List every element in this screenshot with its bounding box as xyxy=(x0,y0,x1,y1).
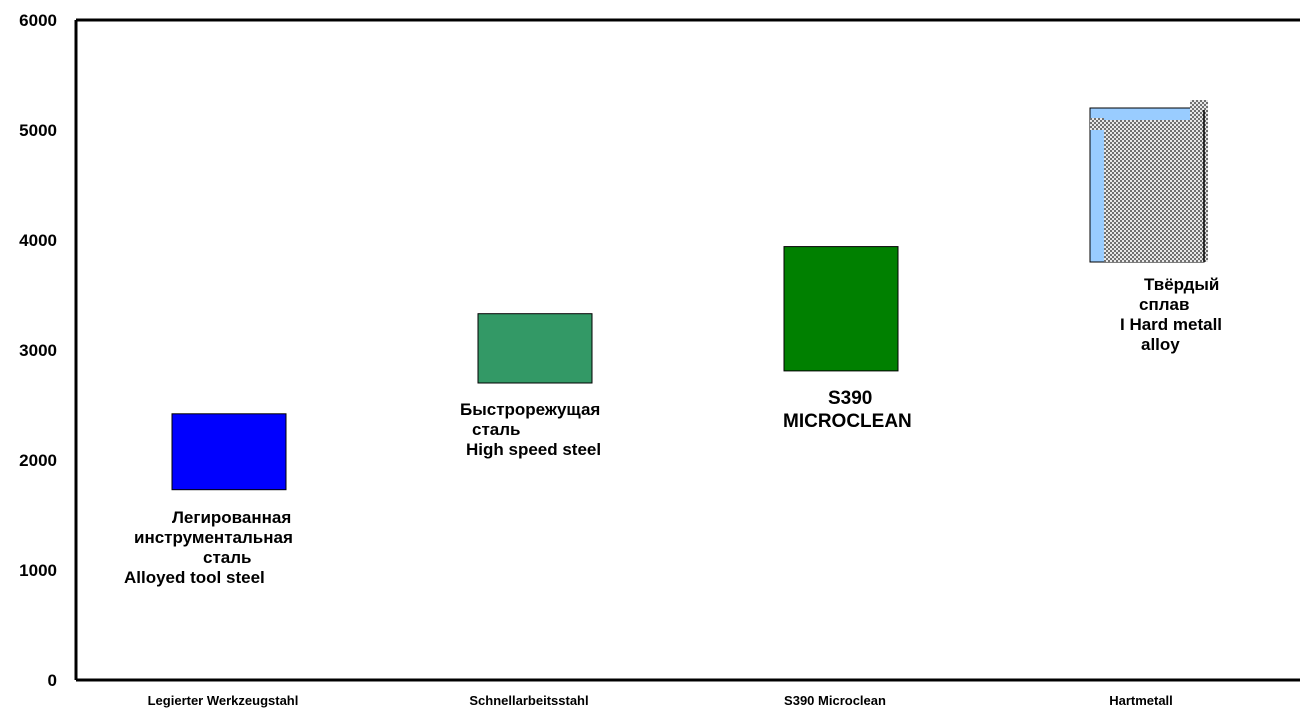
bar-hatch-overlay xyxy=(1090,118,1104,130)
annotation-line: Быстрорежущая xyxy=(460,400,601,419)
x-tick-label: Legierter Werkzeugstahl xyxy=(148,693,299,708)
annotation-line: инструментальная xyxy=(134,528,293,547)
annotation-line: S390 xyxy=(828,388,873,409)
x-tick-label: Hartmetall xyxy=(1109,693,1173,708)
annotation-s390-microclean: S390 MICROCLEAN xyxy=(783,387,943,433)
annotation-line: Alloyed tool steel xyxy=(124,568,265,587)
annotation-line: MICROCLEAN xyxy=(783,411,912,432)
axes-group xyxy=(74,18,1300,682)
annotation-hard-metall-alloy: Твёрдый сплав I Hard metall alloy xyxy=(1120,275,1280,355)
annotation-alloyed-tool-steel: Легированная инструментальная сталь Allo… xyxy=(124,508,364,588)
x-tick-label: S390 Microclean xyxy=(784,693,886,708)
annotation-line: сталь xyxy=(203,548,252,567)
y-tick-labels: 0 1000 2000 3000 4000 5000 6000 xyxy=(19,11,57,690)
annotation-line: сплав xyxy=(1139,295,1190,314)
y-tick-label: 0 xyxy=(48,671,57,690)
bar-s390-microclean xyxy=(783,246,899,372)
bar-schnellarbeitsstahl xyxy=(477,313,593,384)
bar-legierter-werkzeugstahl xyxy=(171,413,287,491)
annotation-line: Легированная xyxy=(172,508,292,527)
annotation-line: сталь xyxy=(472,420,521,439)
y-tick-label: 6000 xyxy=(19,11,57,30)
y-tick-label: 1000 xyxy=(19,561,57,580)
y-tick-label: 4000 xyxy=(19,231,57,250)
bars-group xyxy=(171,100,1208,491)
y-tick-label: 3000 xyxy=(19,341,57,360)
annotation-high-speed-steel: Быстрорежущая сталь High speed steel xyxy=(460,400,660,460)
annotation-line: High speed steel xyxy=(466,440,602,459)
annotation-line: Твёрдый xyxy=(1144,275,1220,294)
bar-hatch-overlay xyxy=(1104,120,1208,262)
y-tick-label: 5000 xyxy=(19,121,57,140)
annotation-line: alloy xyxy=(1141,335,1180,354)
y-tick-label: 2000 xyxy=(19,451,57,470)
x-tick-label: Schnellarbeitsstahl xyxy=(469,693,588,708)
annotation-line: I Hard metall xyxy=(1120,315,1223,334)
bar-hatch-overlay xyxy=(1190,100,1208,122)
x-tick-labels: Legierter Werkzeugstahl Schnellarbeitssta… xyxy=(148,693,1173,708)
